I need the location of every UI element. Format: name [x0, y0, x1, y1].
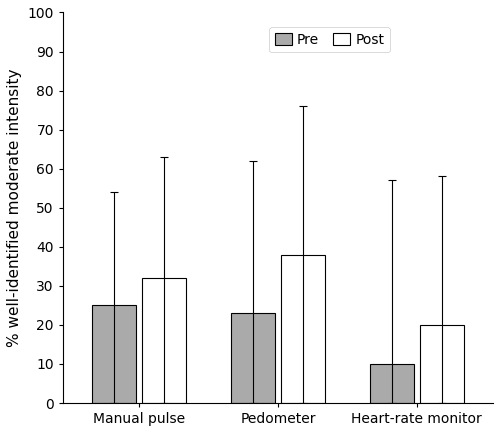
Bar	[370, 364, 414, 403]
Bar	[281, 255, 325, 403]
Y-axis label: % well-identified moderate intensity: % well-identified moderate intensity	[7, 68, 22, 347]
Bar	[420, 325, 464, 403]
Bar	[231, 313, 275, 403]
Legend: Pre, Post: Pre, Post	[270, 27, 390, 52]
Bar	[92, 305, 136, 403]
Bar	[142, 278, 186, 403]
